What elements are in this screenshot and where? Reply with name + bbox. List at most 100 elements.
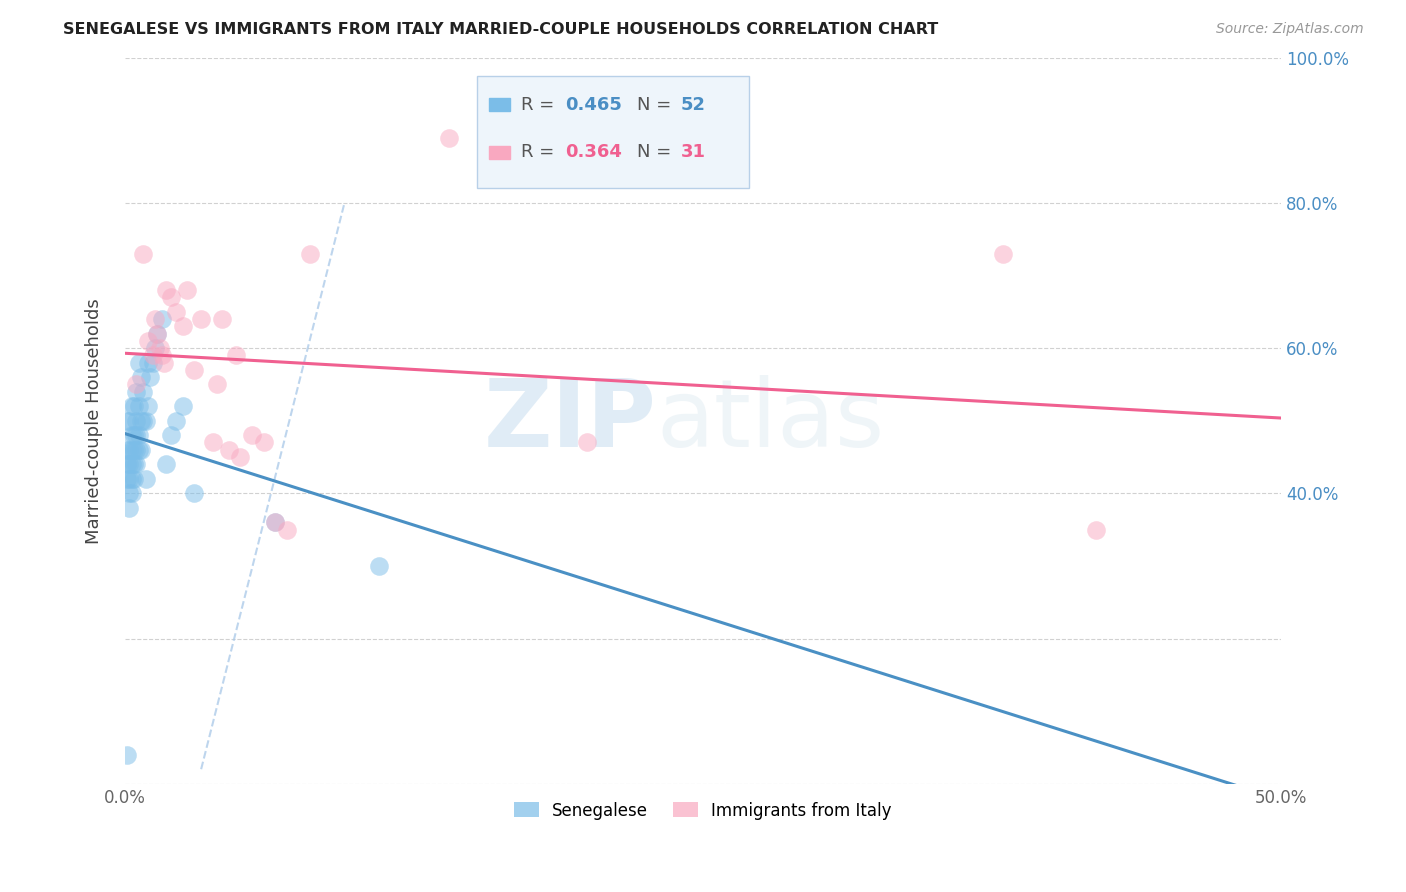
Point xyxy=(148,341,170,355)
Point xyxy=(201,435,224,450)
Point xyxy=(143,341,166,355)
Point xyxy=(150,312,173,326)
Text: 0.364: 0.364 xyxy=(565,143,623,161)
Point xyxy=(125,414,148,428)
Point xyxy=(128,442,150,457)
Point xyxy=(136,399,159,413)
Text: SENEGALESE VS IMMIGRANTS FROM ITALY MARRIED-COUPLE HOUSEHOLDS CORRELATION CHART: SENEGALESE VS IMMIGRANTS FROM ITALY MARR… xyxy=(63,22,939,37)
Point xyxy=(115,414,138,428)
Text: Source: ZipAtlas.com: Source: ZipAtlas.com xyxy=(1216,22,1364,37)
Point xyxy=(118,472,141,486)
Point xyxy=(121,486,143,500)
Point xyxy=(150,348,173,362)
Text: atlas: atlas xyxy=(657,375,884,467)
Point xyxy=(240,428,263,442)
Point xyxy=(132,384,155,399)
Point xyxy=(155,457,177,471)
Point xyxy=(129,414,152,428)
Point xyxy=(993,246,1015,260)
Bar xyxy=(489,145,510,159)
Point xyxy=(115,457,138,471)
Point xyxy=(276,523,298,537)
Point xyxy=(128,356,150,370)
Point xyxy=(129,370,152,384)
Point xyxy=(183,363,205,377)
Text: 31: 31 xyxy=(681,143,706,161)
Point xyxy=(121,472,143,486)
Text: ZIP: ZIP xyxy=(484,375,657,467)
Point xyxy=(176,283,198,297)
Point xyxy=(129,442,152,457)
Point xyxy=(155,283,177,297)
Point xyxy=(135,472,157,486)
Point xyxy=(252,435,274,450)
Point xyxy=(118,414,141,428)
Point xyxy=(218,442,240,457)
Point xyxy=(172,399,194,413)
Text: N =: N = xyxy=(637,95,678,114)
Point xyxy=(121,442,143,457)
Point xyxy=(160,428,183,442)
Point xyxy=(142,356,165,370)
Point xyxy=(125,428,148,442)
Point xyxy=(136,356,159,370)
Point xyxy=(121,428,143,442)
Point xyxy=(146,326,169,341)
Text: R =: R = xyxy=(522,143,561,161)
Text: N =: N = xyxy=(637,143,678,161)
Legend: Senegalese, Immigrants from Italy: Senegalese, Immigrants from Italy xyxy=(508,795,898,826)
Point xyxy=(225,348,247,362)
Point xyxy=(121,457,143,471)
Point xyxy=(118,486,141,500)
Point xyxy=(207,377,229,392)
Point xyxy=(115,442,138,457)
Point xyxy=(183,486,205,500)
Point xyxy=(122,399,145,413)
Point xyxy=(125,457,148,471)
Point xyxy=(128,399,150,413)
Point xyxy=(264,516,287,530)
Point xyxy=(368,558,391,573)
Point xyxy=(115,747,138,762)
Point xyxy=(142,348,165,362)
Text: 0.465: 0.465 xyxy=(565,95,623,114)
Text: R =: R = xyxy=(522,95,561,114)
Point xyxy=(143,312,166,326)
Point xyxy=(122,428,145,442)
Point xyxy=(132,246,155,260)
Point xyxy=(125,442,148,457)
Point xyxy=(437,130,460,145)
Point xyxy=(190,312,212,326)
Point xyxy=(115,472,138,486)
Point xyxy=(165,305,187,319)
Point xyxy=(118,442,141,457)
Point xyxy=(118,457,141,471)
Point xyxy=(298,246,321,260)
Point xyxy=(165,414,187,428)
Point xyxy=(576,435,599,450)
Point xyxy=(128,428,150,442)
Point xyxy=(118,500,141,515)
Point xyxy=(153,356,176,370)
Point xyxy=(211,312,233,326)
Point xyxy=(122,442,145,457)
Point xyxy=(122,457,145,471)
Point xyxy=(146,326,169,341)
Point xyxy=(121,399,143,413)
Point xyxy=(125,384,148,399)
Point xyxy=(160,290,183,304)
Point xyxy=(136,334,159,348)
Point xyxy=(125,377,148,392)
Point xyxy=(172,319,194,334)
Y-axis label: Married-couple Households: Married-couple Households xyxy=(86,298,103,543)
Text: 52: 52 xyxy=(681,95,706,114)
Point xyxy=(135,414,157,428)
Point xyxy=(122,472,145,486)
Point xyxy=(1085,523,1108,537)
Bar xyxy=(489,98,510,112)
Point xyxy=(139,370,162,384)
Point xyxy=(264,516,287,530)
Point xyxy=(229,450,252,464)
Point xyxy=(132,414,155,428)
FancyBboxPatch shape xyxy=(478,76,749,188)
